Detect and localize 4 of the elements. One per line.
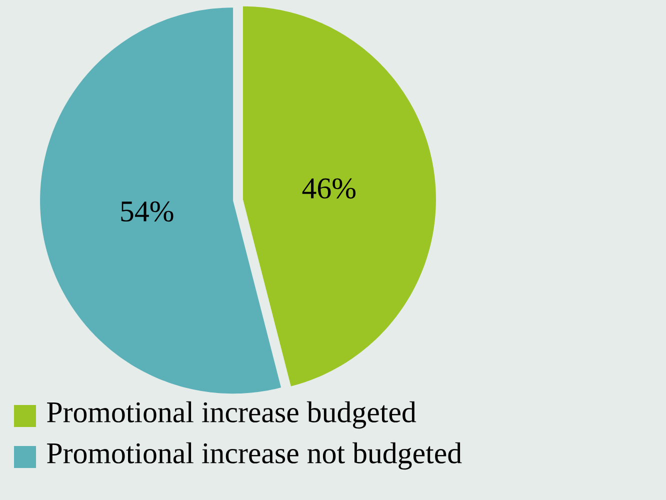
data-label: 54%: [121, 201, 174, 222]
data-label: 46%: [302, 178, 356, 199]
legend-label: Promotional increase not budgeted: [47, 442, 462, 470]
legend-label: Promotional increase budgeted: [47, 401, 416, 429]
